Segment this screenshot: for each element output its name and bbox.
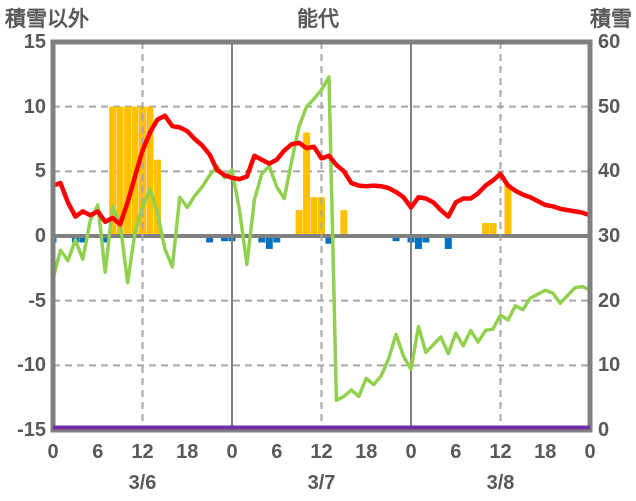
x-axis-hour-tick: 12 [131, 441, 154, 463]
x-axis-date-label: 3/6 [128, 472, 157, 494]
x-axis-hour-tick: 6 [92, 441, 104, 463]
y-axis-right-tick: 40 [598, 160, 621, 183]
x-axis-date-label: 3/7 [307, 472, 336, 494]
x-axis-hour-tick: 12 [489, 441, 512, 463]
x-axis-hour-tick: 18 [534, 441, 557, 463]
orange-bar [139, 106, 146, 237]
chart-title: 能代 [297, 8, 339, 31]
orange-bar [109, 106, 117, 237]
blue-bar [79, 236, 87, 243]
blue-bar [325, 236, 333, 244]
y-axis-left-tick: -5 [28, 289, 46, 312]
blue-bar [258, 236, 266, 243]
x-axis-hour-tick: 6 [450, 441, 462, 463]
y-axis-right-tick: 0 [598, 419, 610, 441]
orange-bar [504, 184, 512, 236]
y-axis-left-tick: 0 [34, 225, 46, 247]
orange-bar [482, 223, 490, 236]
y-axis-left-tick: 5 [34, 160, 46, 183]
x-axis-hour-tick: 0 [584, 441, 596, 463]
x-axis-hour-tick: 0 [405, 441, 417, 463]
y-axis-left-tick: 10 [23, 95, 46, 118]
red-line [53, 113, 590, 227]
blue-bar [422, 236, 430, 243]
orange-bar [340, 210, 348, 236]
x-axis-date-label: 3/8 [486, 472, 515, 494]
orange-bar [295, 210, 303, 236]
x-axis-hour-tick: 12 [310, 441, 333, 463]
x-axis-hour-tick: 18 [355, 441, 378, 463]
green-line [53, 75, 590, 403]
blue-bar [414, 236, 422, 249]
plot-border [50, 39, 593, 433]
right-axis-title: 積雪 [590, 8, 632, 31]
y-axis-right-tick: 60 [598, 31, 621, 53]
orange-bar [310, 197, 318, 236]
orange-bar [153, 159, 161, 236]
x-axis-hour-tick: 6 [271, 441, 283, 463]
blue-bar [101, 236, 109, 243]
orange-bar [124, 106, 132, 237]
orange-bar [146, 106, 154, 237]
x-axis-hour-tick: 0 [47, 441, 59, 463]
blue-bar [444, 236, 452, 249]
y-axis-right-tick: 30 [598, 225, 621, 247]
orange-bar [303, 132, 311, 236]
x-axis-hour-tick: 18 [176, 441, 199, 463]
orange-bar [116, 106, 124, 237]
y-axis-left-tick: -10 [17, 354, 46, 377]
y-axis-right-tick: 50 [598, 95, 621, 118]
y-axis-left-tick: -15 [17, 419, 46, 441]
blue-bar [273, 236, 281, 243]
blue-bar [392, 236, 400, 242]
blue-bar [206, 236, 214, 243]
left-axis-title: 積雪以外 [5, 8, 89, 31]
blue-bar [265, 236, 273, 249]
orange-bar [489, 223, 497, 236]
x-axis-hour-tick: 0 [226, 441, 238, 463]
y-axis-left-tick: 15 [23, 31, 46, 53]
y-axis-right-tick: 10 [598, 354, 621, 377]
y-axis-right-tick: 20 [598, 289, 621, 312]
blue-bar [221, 236, 229, 242]
